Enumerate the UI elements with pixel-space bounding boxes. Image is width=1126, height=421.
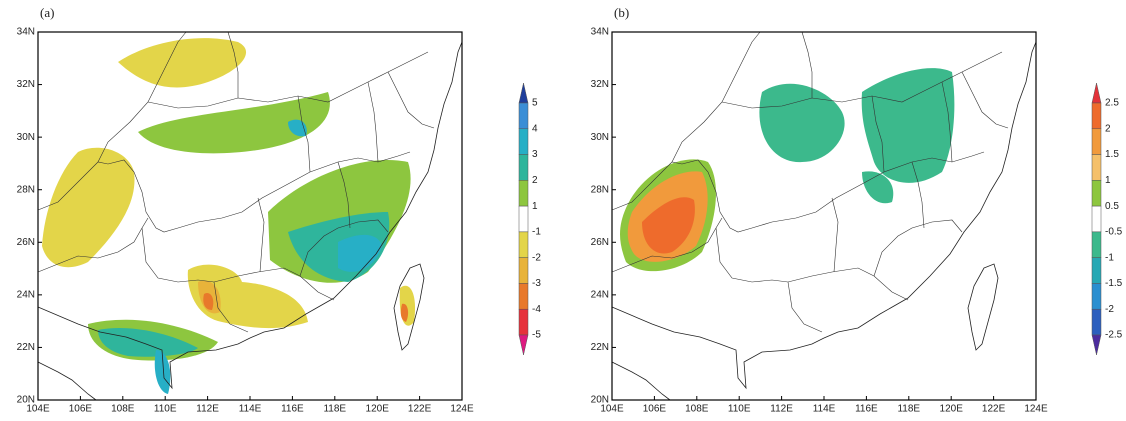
colorbar-label: 3 bbox=[532, 149, 538, 160]
colorbar-label: 2.5 bbox=[1105, 98, 1119, 109]
y-tick-label: 28N bbox=[17, 184, 35, 195]
y-tick-label: 26N bbox=[591, 237, 609, 248]
x-tick-label: 120E bbox=[366, 404, 390, 415]
colorbar-triangle bbox=[1091, 334, 1102, 356]
y-tick-label: 32N bbox=[17, 79, 35, 90]
colorbar-triangle bbox=[518, 82, 529, 104]
x-tick-label: 104E bbox=[26, 404, 50, 415]
x-tick-label: 112E bbox=[196, 404, 219, 415]
colorbar-label: 2 bbox=[1105, 123, 1111, 134]
x-tick-label: 118E bbox=[897, 404, 920, 415]
y-tick-label: 26N bbox=[17, 237, 35, 248]
colorbar-bin bbox=[1091, 154, 1102, 181]
colorbar-label: 1 bbox=[1105, 175, 1111, 186]
y-tick-label: 22N bbox=[591, 342, 609, 353]
x-tick-label: 114E bbox=[813, 404, 836, 415]
x-tick-label: 118E bbox=[323, 404, 346, 415]
colorbar-bin bbox=[518, 154, 529, 181]
map-panel bbox=[611, 31, 1037, 401]
colorbar-bin bbox=[518, 257, 529, 284]
x-tick-label: 106E bbox=[69, 404, 93, 415]
contour-fill bbox=[620, 68, 955, 272]
y-tick-label: 34N bbox=[17, 27, 35, 38]
x-tick-label: 124E bbox=[450, 404, 474, 415]
colorbar-bin bbox=[518, 180, 529, 207]
colorbar-label: -3 bbox=[532, 278, 541, 289]
colorbar-bin bbox=[1091, 231, 1102, 258]
colorbar-label: -2 bbox=[532, 252, 541, 263]
colorbar-label: -2.5 bbox=[1105, 330, 1123, 341]
y-tick-label: 24N bbox=[17, 289, 35, 300]
colorbar-bin bbox=[518, 205, 529, 233]
colorbar-bin bbox=[518, 102, 529, 130]
colorbar-bin bbox=[1091, 283, 1102, 310]
colorbar-bin bbox=[1091, 205, 1102, 233]
x-tick-label: 106E bbox=[643, 404, 667, 415]
y-tick-label: 24N bbox=[591, 289, 609, 300]
x-tick-label: 116E bbox=[855, 404, 878, 415]
y-tick-label: 22N bbox=[17, 342, 35, 353]
panel-label: (b) bbox=[614, 5, 629, 20]
y-tick-label: 20N bbox=[591, 395, 609, 406]
y-tick-label: 30N bbox=[591, 132, 609, 143]
x-tick-label: 104E bbox=[600, 404, 624, 415]
colorbar-bin bbox=[1091, 308, 1102, 336]
colorbar-bin bbox=[518, 128, 529, 155]
x-tick-label: 124E bbox=[1024, 404, 1048, 415]
colorbar-label: -5 bbox=[532, 330, 541, 341]
colorbar-triangle bbox=[518, 334, 529, 356]
colorbar-label: -1.5 bbox=[1105, 278, 1123, 289]
colorbar-bin bbox=[1091, 180, 1102, 207]
colorbar-label: -1 bbox=[532, 227, 541, 238]
x-tick-label: 122E bbox=[408, 404, 432, 415]
y-tick-label: 30N bbox=[17, 132, 35, 143]
contour-fill bbox=[42, 38, 416, 394]
colorbar-label: 5 bbox=[532, 98, 538, 109]
x-tick-label: 108E bbox=[685, 404, 709, 415]
colorbar-bin bbox=[1091, 102, 1102, 130]
x-tick-label: 120E bbox=[940, 404, 964, 415]
colorbar-label: 2 bbox=[532, 175, 538, 186]
panel-label: (a) bbox=[40, 5, 54, 20]
colorbar-label: -4 bbox=[532, 304, 541, 315]
x-tick-label: 114E bbox=[239, 404, 262, 415]
x-tick-label: 110E bbox=[728, 404, 751, 415]
y-tick-label: 34N bbox=[591, 27, 609, 38]
x-tick-label: 112E bbox=[770, 404, 793, 415]
colorbar-bin bbox=[518, 283, 529, 310]
colorbar-label: -1 bbox=[1105, 252, 1114, 263]
colorbar-bin bbox=[518, 231, 529, 258]
colorbar-label: 4 bbox=[532, 123, 538, 134]
x-tick-label: 116E bbox=[281, 404, 304, 415]
y-tick-label: 20N bbox=[17, 395, 35, 406]
x-tick-label: 122E bbox=[982, 404, 1006, 415]
colorbar-label: -0.5 bbox=[1105, 227, 1123, 238]
map-panel bbox=[37, 31, 463, 401]
colorbar-label: 1 bbox=[532, 201, 538, 212]
y-tick-label: 28N bbox=[591, 184, 609, 195]
y-tick-label: 32N bbox=[591, 79, 609, 90]
colorbar-triangle bbox=[1091, 82, 1102, 104]
colorbar-label: 0.5 bbox=[1105, 201, 1119, 212]
colorbar-bin bbox=[1091, 257, 1102, 284]
colorbar-label: 1.5 bbox=[1105, 149, 1119, 160]
x-tick-label: 110E bbox=[154, 404, 177, 415]
colorbar-bin bbox=[518, 308, 529, 336]
colorbar-label: -2 bbox=[1105, 304, 1114, 315]
x-tick-label: 108E bbox=[111, 404, 135, 415]
colorbar-bin bbox=[1091, 128, 1102, 155]
